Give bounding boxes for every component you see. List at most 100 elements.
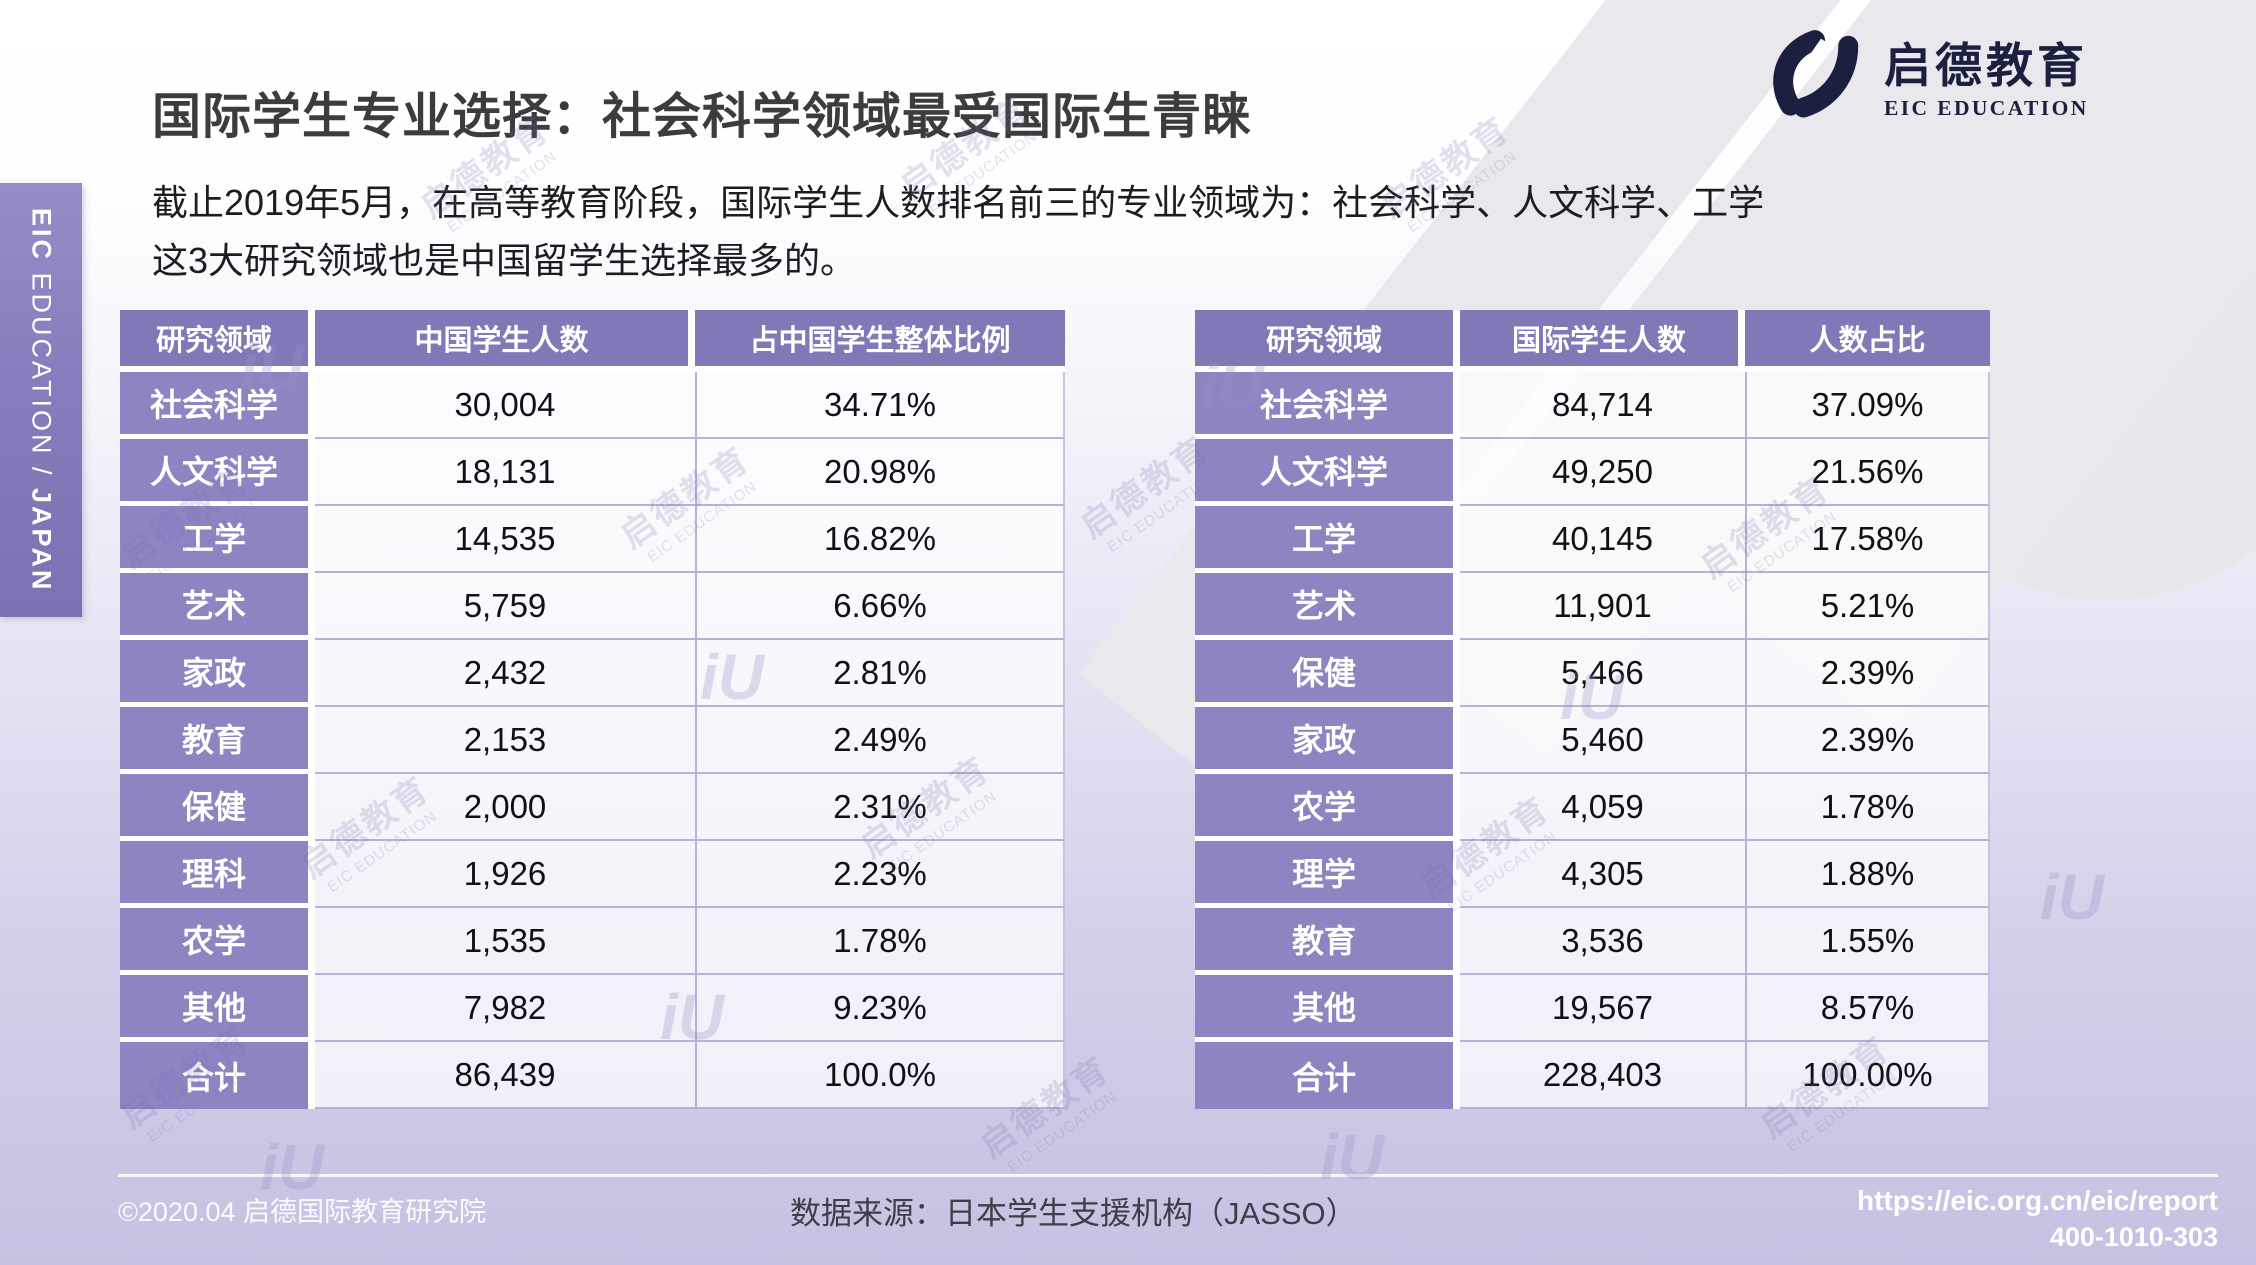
row-label: 农学: [1195, 774, 1460, 841]
row-label: 合计: [120, 1042, 315, 1109]
row-label: 家政: [120, 640, 315, 707]
table-row: 社会科学 84,714 37.09%: [1195, 372, 1990, 439]
cell-value: 5.21%: [1745, 573, 1990, 640]
cell-value: 100.00%: [1745, 1042, 1990, 1109]
cell-value: 37.09%: [1745, 372, 1990, 439]
cell-value: 2.49%: [695, 707, 1065, 774]
cell-value: 228,403: [1460, 1042, 1745, 1109]
cell-value: 6.66%: [695, 573, 1065, 640]
sidebar-label-eic: EIC: [26, 207, 57, 262]
sidebar-label: EIC EDUCATION / JAPAN: [26, 208, 57, 593]
cell-value: 5,466: [1460, 640, 1745, 707]
cell-value: 7,982: [315, 975, 695, 1042]
sidebar-tab: EIC EDUCATION / JAPAN: [0, 183, 82, 617]
cell-value: 40,145: [1460, 506, 1745, 573]
cell-value: 1,535: [315, 908, 695, 975]
cell-value: 2.81%: [695, 640, 1065, 707]
table-row: 合计 228,403 100.00%: [1195, 1042, 1990, 1109]
cell-value: 34.71%: [695, 372, 1065, 439]
cell-value: 2,000: [315, 774, 695, 841]
row-label: 理科: [120, 841, 315, 908]
cell-value: 2.39%: [1745, 640, 1990, 707]
table-row: 工学 40,145 17.58%: [1195, 506, 1990, 573]
intro-line-2: 这3大研究领域也是中国留学生选择最多的。: [152, 240, 857, 281]
cell-value: 100.0%: [695, 1042, 1065, 1109]
row-label: 教育: [1195, 908, 1460, 975]
column-header: 研究领域: [120, 310, 315, 372]
row-label: 保健: [120, 774, 315, 841]
intro-line-1: 截止2019年5月，在高等教育阶段，国际学生人数排名前三的专业领域为：社会科学、…: [152, 182, 1765, 223]
table-row: 教育 3,536 1.55%: [1195, 908, 1990, 975]
table-row: 社会科学 30,004 34.71%: [120, 372, 1065, 439]
table-row: 工学 14,535 16.82%: [120, 506, 1065, 573]
china-students-table: 研究领域 中国学生人数 占中国学生整体比例 社会科学 30,004 34.71% 人文科学 1…: [120, 310, 1065, 1109]
cell-value: 14,535: [315, 506, 695, 573]
table-row: 保健 2,000 2.31%: [120, 774, 1065, 841]
data-source-text: 数据来源：日本学生支援机构（JASSO）: [790, 1196, 1357, 1231]
cell-value: 1.88%: [1745, 841, 1990, 908]
row-label: 社会科学: [1195, 372, 1460, 439]
cell-value: 30,004: [315, 372, 695, 439]
row-label: 教育: [120, 707, 315, 774]
row-label: 保健: [1195, 640, 1460, 707]
column-header: 中国学生人数: [315, 310, 695, 372]
table-row: 其他 19,567 8.57%: [1195, 975, 1990, 1042]
report-url-link[interactable]: https://eic.org.cn/eic/report: [1857, 1185, 2218, 1216]
table-row: 艺术 5,759 6.66%: [120, 573, 1065, 640]
row-label: 农学: [120, 908, 315, 975]
row-label: 理学: [1195, 841, 1460, 908]
page-title: 国际学生专业选择：社会科学领域最受国际生青睐: [152, 89, 1253, 144]
cell-value: 20.98%: [695, 439, 1065, 506]
column-header: 国际学生人数: [1460, 310, 1745, 372]
table-row: 家政 2,432 2.81%: [120, 640, 1065, 707]
cell-value: 1.78%: [695, 908, 1065, 975]
cell-value: 9.23%: [695, 975, 1065, 1042]
row-label: 合计: [1195, 1042, 1460, 1109]
table-row: 其他 7,982 9.23%: [120, 975, 1065, 1042]
international-students-table: 研究领域 国际学生人数 人数占比 社会科学 84,714 37.09% 人文科学 49,250…: [1195, 310, 1990, 1109]
column-header: 占中国学生整体比例: [695, 310, 1065, 372]
cell-value: 2.31%: [695, 774, 1065, 841]
eic-logo-icon: [1773, 30, 1859, 118]
column-header: 研究领域: [1195, 310, 1460, 372]
table-row: 人文科学 49,250 21.56%: [1195, 439, 1990, 506]
cell-value: 4,305: [1460, 841, 1745, 908]
column-header: 人数占比: [1745, 310, 1990, 372]
row-label: 工学: [1195, 506, 1460, 573]
logo-name-cn: 启德教育: [1884, 38, 2088, 92]
cell-value: 2.39%: [1745, 707, 1990, 774]
cell-value: 18,131: [315, 439, 695, 506]
cell-value: 1.55%: [1745, 908, 1990, 975]
sidebar-label-japan: JAPAN: [26, 487, 57, 593]
cell-value: 16.82%: [695, 506, 1065, 573]
cell-value: 11,901: [1460, 573, 1745, 640]
row-label: 家政: [1195, 707, 1460, 774]
cell-value: 1.78%: [1745, 774, 1990, 841]
cell-value: 3,536: [1460, 908, 1745, 975]
phone-number: 400-1010-303: [2049, 1222, 2218, 1252]
cell-value: 84,714: [1460, 372, 1745, 439]
row-label: 其他: [120, 975, 315, 1042]
table-row: 艺术 11,901 5.21%: [1195, 573, 1990, 640]
cell-value: 49,250: [1460, 439, 1745, 506]
eic-logo-text: 启德教育 EIC EDUCATION: [1884, 38, 2089, 121]
row-label: 艺术: [1195, 573, 1460, 640]
row-label: 人文科学: [120, 439, 315, 506]
table-row: 理学 4,305 1.88%: [1195, 841, 1990, 908]
cell-value: 17.58%: [1745, 506, 1990, 573]
table-row: 家政 5,460 2.39%: [1195, 707, 1990, 774]
table-row: 合计 86,439 100.0%: [120, 1042, 1065, 1109]
cell-value: 1,926: [315, 841, 695, 908]
cell-value: 8.57%: [1745, 975, 1990, 1042]
row-label: 社会科学: [120, 372, 315, 439]
table-row: 理科 1,926 2.23%: [120, 841, 1065, 908]
header-row: 研究领域 中国学生人数 占中国学生整体比例: [120, 310, 1065, 372]
row-label: 艺术: [120, 573, 315, 640]
copyright-text: ©2020.04 启德国际教育研究院: [118, 1197, 486, 1227]
cell-value: 19,567: [1460, 975, 1745, 1042]
table-row: 农学 4,059 1.78%: [1195, 774, 1990, 841]
header-row: 研究领域 国际学生人数 人数占比: [1195, 310, 1990, 372]
cell-value: 2.23%: [695, 841, 1065, 908]
table-row: 农学 1,535 1.78%: [120, 908, 1065, 975]
eic-logo: 启德教育 EIC EDUCATION: [1758, 22, 2089, 136]
